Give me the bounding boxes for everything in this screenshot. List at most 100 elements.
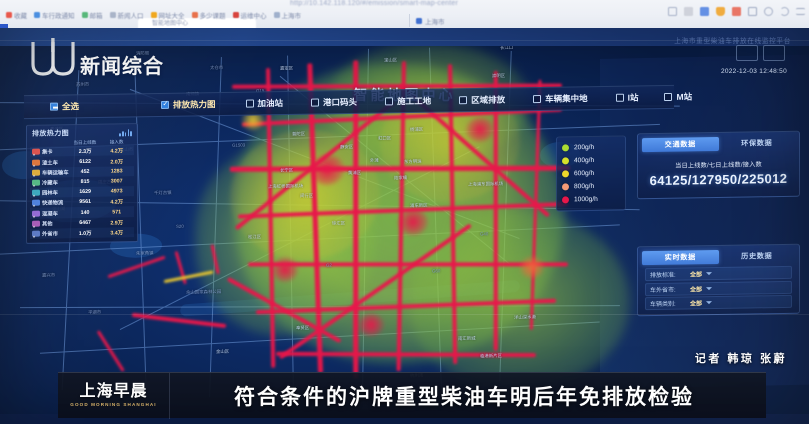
map-label: 浦东新区 bbox=[410, 202, 428, 208]
map-label: 平湖市 bbox=[88, 309, 102, 315]
map-label: 静安区 bbox=[340, 144, 354, 150]
bookmark-item[interactable]: 运维中心 bbox=[232, 10, 267, 20]
map-label: 长江口 bbox=[500, 46, 514, 51]
map-label: 长宁区 bbox=[280, 167, 294, 173]
checkbox-icon[interactable] bbox=[50, 102, 58, 111]
checkbox-icon[interactable] bbox=[615, 93, 624, 102]
table-row[interactable]: 外省市 1.0万 3.4万 bbox=[30, 226, 134, 239]
toolbar-item-emission-heatmap[interactable]: 排放热力图 bbox=[161, 98, 216, 111]
legend-item: 200g/h bbox=[562, 141, 620, 155]
heatmap-legend: 200g/h 400g/h 600g/h 800g/h 1000g/h bbox=[556, 135, 626, 212]
filter-vehicle-type[interactable]: 车辆类别: 全部 bbox=[645, 294, 792, 311]
map-label: 千灯古镇 bbox=[154, 189, 172, 196]
browser-sidebar-strip bbox=[0, 24, 8, 30]
checkbox-icon[interactable] bbox=[533, 94, 542, 104]
map-label: 徐汇区 bbox=[332, 220, 346, 226]
map-label: S20 bbox=[176, 223, 184, 229]
reporter-credit: 记者 韩琼 张蔚 bbox=[694, 353, 787, 365]
vehicle-icon bbox=[32, 210, 40, 217]
sparkline-icon bbox=[119, 128, 132, 136]
map-label: 普陀区 bbox=[292, 131, 306, 137]
channel-name: 新闻综合 bbox=[80, 56, 164, 78]
map-label: 洋山深水港 bbox=[514, 314, 536, 320]
tab-history-data[interactable]: 历史数据 bbox=[741, 251, 773, 261]
checkbox-icon[interactable] bbox=[385, 97, 394, 106]
bookmark-item-right[interactable]: 上海市 bbox=[416, 16, 445, 26]
chevron-down-icon[interactable] bbox=[706, 272, 713, 276]
bookmark-item[interactable]: 新闻人口 bbox=[109, 10, 144, 20]
tab-environment-data[interactable]: 环保数据 bbox=[741, 138, 773, 148]
bookmark-item[interactable]: 多少课题 bbox=[191, 10, 226, 20]
toolbar-item-m-station[interactable]: M站 bbox=[664, 91, 692, 103]
toolbar-item-select-all[interactable]: 全选 bbox=[50, 100, 79, 112]
browser-tab[interactable]: 智能地图中心 bbox=[138, 18, 256, 30]
filter-province[interactable]: 车外省市: 全部 bbox=[645, 280, 792, 296]
filter-emission-standard[interactable]: 排放标准: 全部 bbox=[645, 265, 792, 282]
realtime-filter-panel: 实时数据 历史数据 排放标准: 全部 车外省市: 全部 车辆类别: 全部 bbox=[637, 243, 800, 317]
legend-swatch bbox=[562, 183, 569, 191]
program-name-en: GOOD MORNING SHANGHAI bbox=[70, 402, 157, 408]
vehicle-icon bbox=[32, 199, 40, 207]
bookmark-item[interactable]: 收藏 bbox=[6, 10, 27, 20]
browser-toolbar[interactable] bbox=[668, 7, 805, 16]
video-wall: 消防局 青浦区 南翔镇 嘉定区 宝山区 千灯古镇 周庄古镇 淀山湖 朱家角镇 佘… bbox=[0, 28, 809, 424]
toolbar-item-vehicle-hub[interactable]: 车辆集中地 bbox=[533, 92, 588, 105]
address-bar[interactable]: http://10.142.118.120/#/emission/smart-m… bbox=[290, 0, 459, 7]
toolbar-item-port-dock[interactable]: 港口码头 bbox=[311, 96, 357, 109]
tab-traffic-data[interactable]: 交通数据 bbox=[642, 137, 719, 153]
collection-icon[interactable] bbox=[732, 7, 741, 16]
browser-tab-title: 智能地图中心 bbox=[152, 21, 189, 27]
map-label: 陆家嘴 bbox=[394, 175, 408, 181]
map-label: 奉贤区 bbox=[296, 325, 310, 331]
checkbox-icon[interactable] bbox=[664, 92, 673, 102]
bookmark-item[interactable]: 网址大全 bbox=[150, 10, 185, 20]
panel-tabs[interactable]: 实时数据 历史数据 bbox=[642, 249, 795, 266]
bookmark-item[interactable]: 上海市 bbox=[273, 10, 301, 20]
shield-icon[interactable] bbox=[716, 7, 725, 16]
channel-watermark: 新闻综合 bbox=[28, 38, 164, 80]
panel-tabs[interactable]: 交通数据 环保数据 bbox=[642, 136, 795, 153]
checkbox-icon[interactable] bbox=[245, 99, 254, 108]
map-label: 嘉兴市 bbox=[42, 272, 56, 278]
lower-third-banner: 上海早晨 GOOD MORNING SHANGHAI 符合条件的沪牌重型柴油车明… bbox=[58, 372, 766, 419]
sync-icon[interactable] bbox=[764, 7, 773, 16]
map-label: 松江区 bbox=[248, 234, 262, 240]
toolbar-item-regional-emission[interactable]: 区域排放 bbox=[459, 94, 505, 107]
cut-icon[interactable] bbox=[684, 7, 693, 16]
reader-icon[interactable] bbox=[668, 7, 677, 16]
news-headline: 符合条件的沪牌重型柴油车明后年免排放检验 bbox=[234, 385, 694, 409]
history-icon[interactable] bbox=[780, 7, 789, 16]
apps-icon[interactable] bbox=[748, 7, 757, 16]
map-label: 宝山区 bbox=[384, 57, 398, 63]
map-label: 佘山国家森林公园 bbox=[186, 288, 222, 295]
menu-icon[interactable] bbox=[796, 8, 805, 15]
vehicle-icon bbox=[32, 149, 40, 156]
checkbox-icon[interactable] bbox=[459, 96, 468, 105]
toolbar-item-gas-station[interactable]: 加油站 bbox=[245, 97, 283, 110]
map-label: 临港新片区 bbox=[480, 353, 502, 359]
tab-realtime-data[interactable]: 实时数据 bbox=[642, 250, 719, 266]
checkbox-icon[interactable] bbox=[161, 100, 170, 109]
chevron-down-icon[interactable] bbox=[706, 286, 713, 290]
chevron-down-icon[interactable] bbox=[706, 301, 713, 305]
platform-badge bbox=[736, 45, 785, 61]
bookmark-item[interactable]: 邮箱 bbox=[81, 10, 103, 20]
map-label: 黄浦区 bbox=[348, 170, 362, 176]
legend-item: 600g/h bbox=[562, 167, 620, 181]
map-label: 上海浦东国际机场 bbox=[468, 181, 504, 187]
map-label: 崇明区 bbox=[492, 72, 506, 79]
bookmark-item[interactable]: 车行政通知 bbox=[34, 10, 75, 20]
checkbox-icon[interactable] bbox=[311, 98, 320, 107]
program-logo: 上海早晨 GOOD MORNING SHANGHAI bbox=[58, 372, 170, 419]
map-label: 东方明珠 bbox=[404, 158, 422, 165]
toolbar-item-i-station[interactable]: I站 bbox=[615, 91, 638, 103]
vehicle-icon bbox=[32, 230, 40, 237]
map-label: G60 bbox=[432, 268, 441, 274]
legend-swatch bbox=[562, 170, 569, 178]
toolbar-item-construction-site[interactable]: 施工工地 bbox=[385, 95, 431, 108]
translate-icon[interactable] bbox=[700, 7, 709, 16]
legend-item: 400g/h bbox=[562, 154, 620, 168]
map-label: 嘉定区 bbox=[280, 65, 294, 71]
legend-swatch bbox=[562, 196, 569, 204]
bookmarks-bar[interactable]: 收藏 车行政通知 邮箱 新闻人口 网址大全 多少课题 运维中心 上海市 bbox=[6, 10, 301, 20]
